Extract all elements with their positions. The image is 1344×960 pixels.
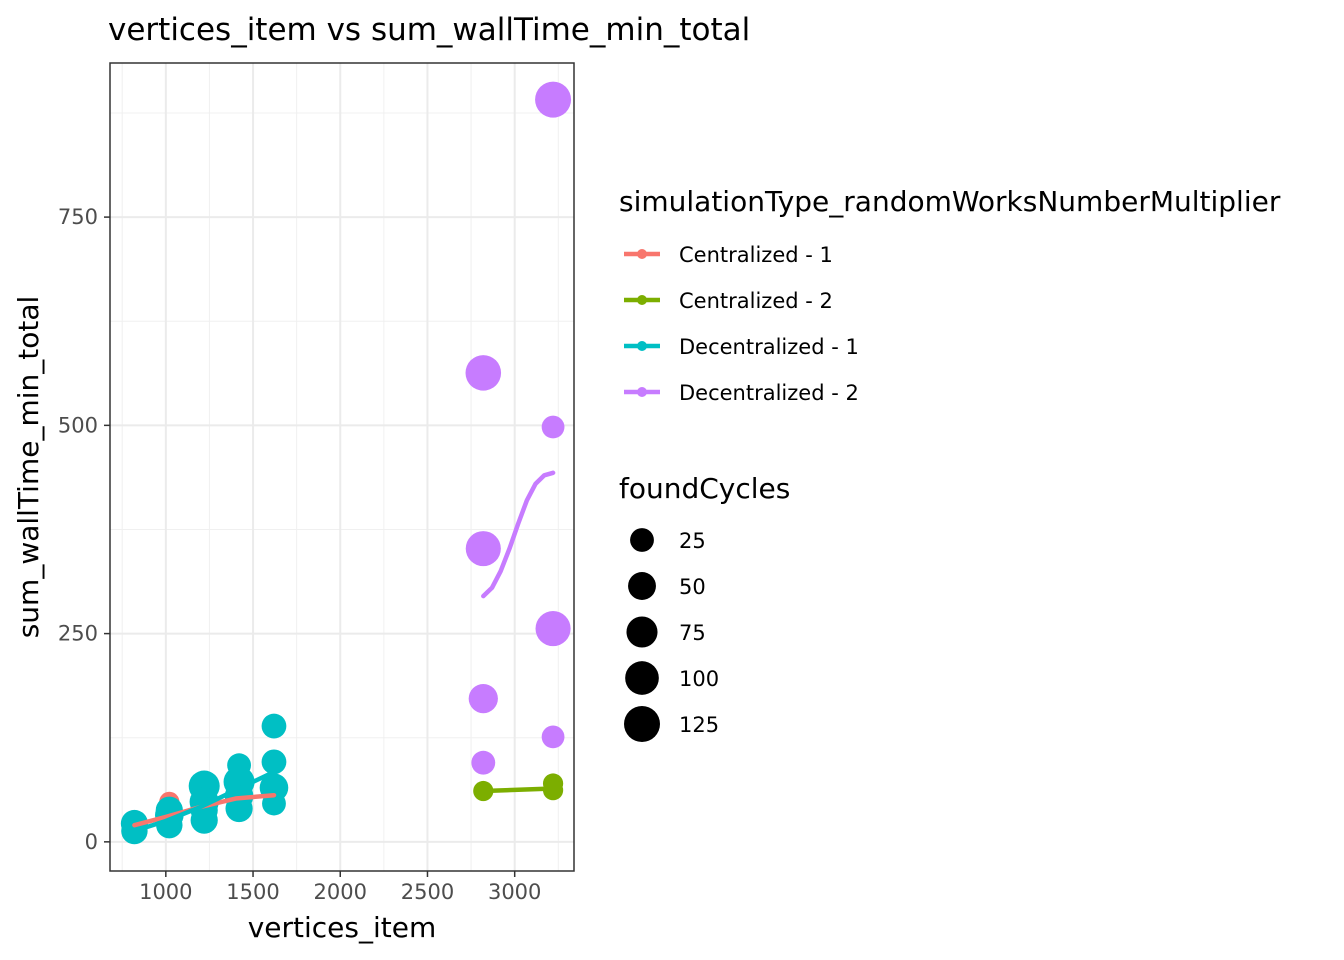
size-legend-label-125: 125 [679, 713, 719, 737]
color-legend-title: simulationType_randomWorksNumberMultipli… [619, 185, 1281, 218]
color-legend-entries: Centralized - 1 Centralized - 2 Decentrali… [624, 243, 859, 405]
y-tick-label-2: 500 [58, 413, 98, 437]
point-decentralized-2-3 [465, 531, 501, 567]
point-decentralized-2-6 [541, 725, 565, 749]
grid-minor [110, 63, 574, 871]
size-legend-label-50: 50 [679, 575, 706, 599]
x-axis: 1000 1500 2000 2500 3000 [139, 871, 541, 904]
point-decentralized-2-2 [541, 415, 565, 439]
color-legend: simulationType_randomWorksNumberMultipli… [619, 185, 1281, 405]
point-decentralized-2-5 [468, 683, 498, 714]
point-decentralized-2-0 [535, 81, 572, 118]
trend-line-centralized-2 [481, 786, 556, 794]
legend-key-dot-centralized-2 [637, 295, 647, 305]
y-axis: 0 250 500 750 [58, 205, 110, 854]
point-decentralized-2-7 [471, 750, 496, 775]
y-axis-title: sum_wallTime_min_total [12, 296, 45, 639]
size-legend-key-100 [625, 661, 659, 695]
y-tick-label-3: 750 [58, 205, 98, 229]
x-axis-title: vertices_item [248, 911, 437, 944]
size-legend-label-25: 25 [679, 529, 706, 553]
data-points [120, 81, 572, 845]
panel-border [109, 62, 575, 872]
size-legend-key-50 [628, 572, 656, 600]
legend-label-decentralized-1: Decentralized - 1 [679, 335, 859, 359]
trend-line-decentralized-1 [132, 769, 277, 834]
panel-background [110, 63, 574, 871]
legend-label-centralized-1: Centralized - 1 [679, 243, 833, 267]
plot-panel [109, 62, 575, 872]
size-legend-key-75 [626, 616, 658, 648]
size-legend: foundCycles 25 50 75 100 125 [619, 472, 790, 742]
point-decentralized-1-8 [190, 806, 218, 834]
size-legend-label-75: 75 [679, 621, 706, 645]
point-decentralized-2-4 [535, 611, 571, 647]
size-legend-key-125 [624, 706, 660, 742]
point-decentralized-1-14 [261, 749, 287, 775]
point-decentralized-1-13 [261, 713, 287, 739]
legend-label-centralized-2: Centralized - 2 [679, 289, 833, 313]
chart-title: vertices_item vs sum_wallTime_min_total [108, 12, 750, 48]
x-tick-label-3: 2500 [401, 880, 454, 904]
legend-key-dot-decentralized-2 [637, 387, 647, 397]
x-tick-label-2: 2000 [314, 880, 367, 904]
size-legend-key-25 [630, 528, 654, 552]
size-legend-title: foundCycles [619, 472, 790, 505]
x-tick-label-1: 1500 [226, 880, 279, 904]
point-decentralized-1-12 [225, 794, 253, 823]
y-tick-label-0: 0 [85, 830, 98, 854]
legend-label-decentralized-2: Decentralized - 2 [679, 381, 859, 405]
size-legend-entries: 25 50 75 100 125 [624, 528, 719, 742]
legend-key-dot-decentralized-1 [637, 341, 647, 351]
size-legend-label-100: 100 [679, 667, 719, 691]
x-tick-label-0: 1000 [139, 880, 192, 904]
grid-major [110, 63, 574, 871]
y-tick-label-1: 250 [58, 622, 98, 646]
x-tick-label-4: 3000 [488, 880, 541, 904]
legend-key-dot-centralized-1 [637, 249, 647, 259]
trend-line-decentralized-2 [481, 470, 556, 599]
point-decentralized-2-1 [465, 355, 502, 391]
